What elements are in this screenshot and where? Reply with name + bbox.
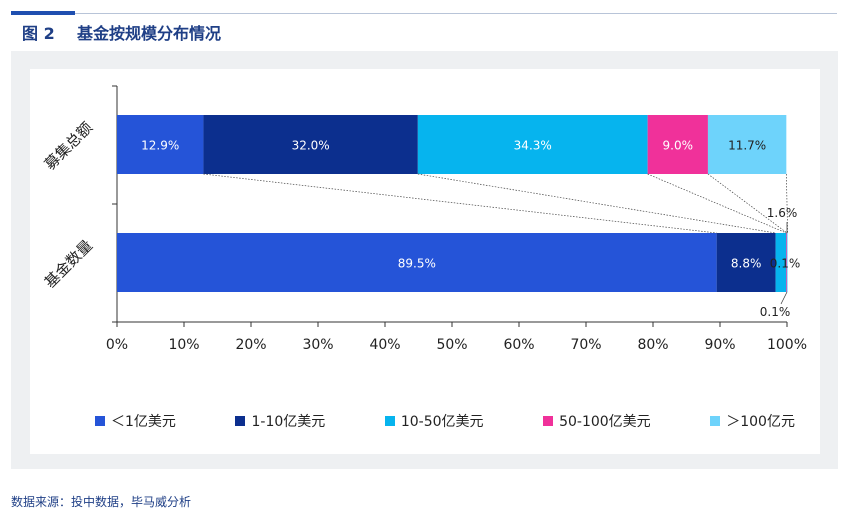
data-label: 34.3% [514,139,552,153]
legend-swatch [543,416,554,426]
legend-item: 1-10亿美元 [235,411,325,431]
leader-line [780,291,788,305]
legend-item: ＜1亿美元 [95,411,176,431]
bar-segment [117,115,204,174]
data-label: 8.8% [731,257,762,271]
x-tick-label: 50% [436,337,467,353]
legend: ＜1亿美元 1-10亿美元 10-50亿美元 50-100亿美元 ＞100亿元 [95,410,795,432]
x-tick-label: 30% [302,337,333,353]
data-label: 32.0% [292,139,330,153]
bar-segment [707,115,787,174]
legend-label: 50-100亿美元 [559,414,651,430]
legend-swatch [95,416,105,426]
connector-line [203,173,717,234]
x-tick-label: 70% [570,337,601,353]
legend-label: 1-10亿美元 [251,414,326,430]
connector-line [417,173,776,234]
y-category-label: 募集总额 [41,118,96,173]
bar-segment [117,233,717,292]
connector-line [707,173,788,234]
header-accent-bar [11,11,75,15]
connector-line [647,173,787,234]
data-label: 9.0% [663,139,694,153]
legend-item: ＞100亿元 [710,411,795,431]
x-tick-label: 90% [704,337,735,353]
figure-title: 图 2 基金按规模分布情况 [22,22,221,46]
x-tick-label: 0% [106,337,128,353]
data-label: 89.5% [398,257,436,271]
header-rule [75,13,837,14]
y-category-label: 基金数量 [41,236,96,291]
legend-item: 10-50亿美元 [384,411,484,431]
bar-segment [417,115,648,174]
legend-label: ＜1亿美元 [111,414,176,430]
bar-segment [716,233,776,292]
bar-segment [787,233,788,292]
figure-title-text: 基金按规模分布情况 [77,24,222,43]
bar-segment [775,233,787,292]
x-tick-label: 20% [235,337,266,353]
figure-number: 图 2 [22,24,55,43]
x-tick-label: 60% [503,337,534,353]
legend-swatch [235,416,246,426]
x-tick-label: 100% [767,337,807,353]
connector-line [785,173,789,234]
data-label: 1.6% [767,206,798,220]
data-label: 0.1% [760,305,791,319]
legend-swatch [384,416,395,426]
legend-swatch [710,416,721,426]
legend-label: 10-50亿美元 [400,414,484,430]
x-tick-label: 80% [637,337,668,353]
bar-segment [786,233,787,292]
legend-label: ＞100亿元 [726,414,795,430]
bar-segment [203,115,418,174]
x-tick-label: 40% [369,337,400,353]
data-label: 12.9% [141,139,179,153]
bar-segment [647,115,708,174]
source-note: 数据来源：投中数据，毕马威分析 [11,495,192,509]
data-label: 0.1% [770,257,801,271]
x-tick-label: 10% [168,337,199,353]
data-label: 11.7% [728,139,766,153]
legend-item: 50-100亿美元 [543,411,651,431]
